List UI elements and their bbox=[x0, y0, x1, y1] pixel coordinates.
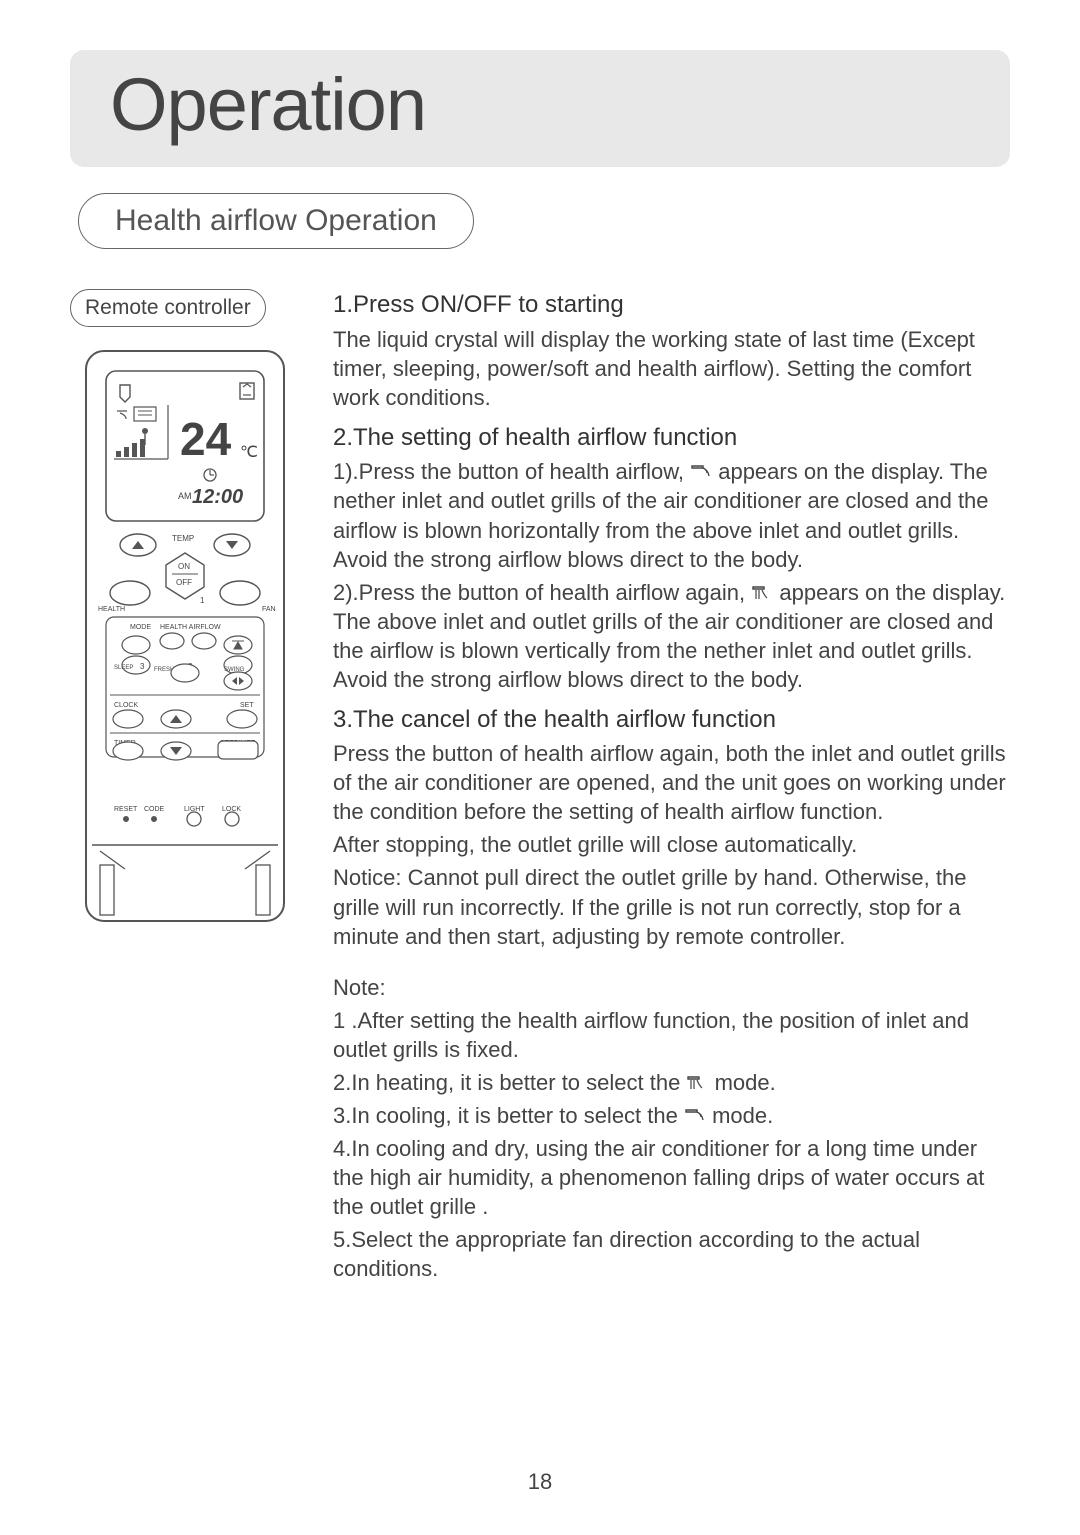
note-5: 5.Select the appropriate fan direction a… bbox=[333, 1225, 1010, 1283]
display-temp-unit: ℃ bbox=[240, 444, 258, 461]
note2a: 2.In heating, it is better to select the bbox=[333, 1070, 686, 1095]
label-set: SET bbox=[240, 702, 254, 709]
note-1: 1 .After setting the health airflow func… bbox=[333, 1006, 1010, 1064]
label-on: ON bbox=[178, 562, 190, 571]
page-title: Operation bbox=[110, 62, 970, 147]
airflow-horizontal-icon bbox=[690, 463, 712, 481]
page-content: Operation Health airflow Operation Remot… bbox=[0, 0, 1080, 1333]
section-2-body2: 2).Press the button of health airflow ag… bbox=[333, 578, 1010, 694]
subsection-label: Health airflow Operation bbox=[78, 193, 474, 249]
note-2: 2.In heating, it is better to select the… bbox=[333, 1068, 1010, 1097]
label-off: OFF bbox=[176, 578, 192, 587]
note-4: 4.In cooling and dry, using the air cond… bbox=[333, 1134, 1010, 1221]
note3a: 3.In cooling, it is better to select the bbox=[333, 1103, 684, 1128]
display-time: 12:00 bbox=[192, 486, 243, 508]
section-1-heading: 1.Press ON/OFF to starting bbox=[333, 289, 1010, 321]
section-1: 1.Press ON/OFF to starting The liquid cr… bbox=[333, 289, 1010, 412]
airflow-vertical-icon bbox=[751, 584, 773, 602]
note-3: 3.In cooling, it is better to select the… bbox=[333, 1101, 1010, 1130]
label-mode: MODE bbox=[130, 624, 151, 631]
section-3-body3: Notice: Cannot pull direct the outlet gr… bbox=[333, 863, 1010, 950]
label-clock: CLOCK bbox=[114, 702, 138, 709]
section-3-heading: 3.The cancel of the health airflow funct… bbox=[333, 704, 1010, 736]
label-code: CODE bbox=[144, 806, 165, 813]
note3b: mode. bbox=[712, 1103, 773, 1128]
note2b: mode. bbox=[715, 1070, 776, 1095]
airflow-vertical-icon bbox=[686, 1074, 708, 1092]
section-1-body: The liquid crystal will display the work… bbox=[333, 325, 1010, 412]
label-health-airflow: HEALTH AIRFLOW bbox=[160, 624, 221, 631]
label-temp: TEMP bbox=[172, 534, 194, 543]
page-number: 18 bbox=[0, 1469, 1080, 1495]
section-3-body2: After stopping, the outlet grille will c… bbox=[333, 830, 1010, 859]
display-am: AM bbox=[178, 491, 192, 501]
display-temp: 24 bbox=[180, 413, 232, 465]
right-column: 1.Press ON/OFF to starting The liquid cr… bbox=[333, 289, 1010, 1293]
title-banner: Operation bbox=[70, 50, 1010, 167]
label-1: 1 bbox=[200, 596, 205, 605]
notes: Note: 1 .After setting the health airflo… bbox=[333, 973, 1010, 1283]
left-column: Remote controller bbox=[70, 289, 305, 1293]
section-3: 3.The cancel of the health airflow funct… bbox=[333, 704, 1010, 951]
s2-b1a: 1).Press the button of health airflow, bbox=[333, 459, 690, 484]
label-3: 3 bbox=[140, 662, 145, 671]
airflow-horizontal-icon bbox=[684, 1107, 706, 1125]
remote-controller-label: Remote controller bbox=[70, 289, 266, 327]
note-heading: Note: bbox=[333, 973, 1010, 1002]
label-health: HEALTH bbox=[98, 606, 125, 613]
section-2-heading: 2.The setting of health airflow function bbox=[333, 422, 1010, 454]
content-row: Remote controller bbox=[70, 289, 1010, 1293]
remote-controller-diagram: 24 ℃ AM 12:00 TEMP bbox=[80, 345, 290, 945]
label-reset: RESET bbox=[114, 806, 138, 813]
section-3-body1: Press the button of health airflow again… bbox=[333, 739, 1010, 826]
label-fan: FAN bbox=[262, 606, 276, 613]
section-2: 2.The setting of health airflow function… bbox=[333, 422, 1010, 694]
section-2-body1: 1).Press the button of health airflow, a… bbox=[333, 457, 1010, 573]
s2-b2a: 2).Press the button of health airflow ag… bbox=[333, 580, 751, 605]
